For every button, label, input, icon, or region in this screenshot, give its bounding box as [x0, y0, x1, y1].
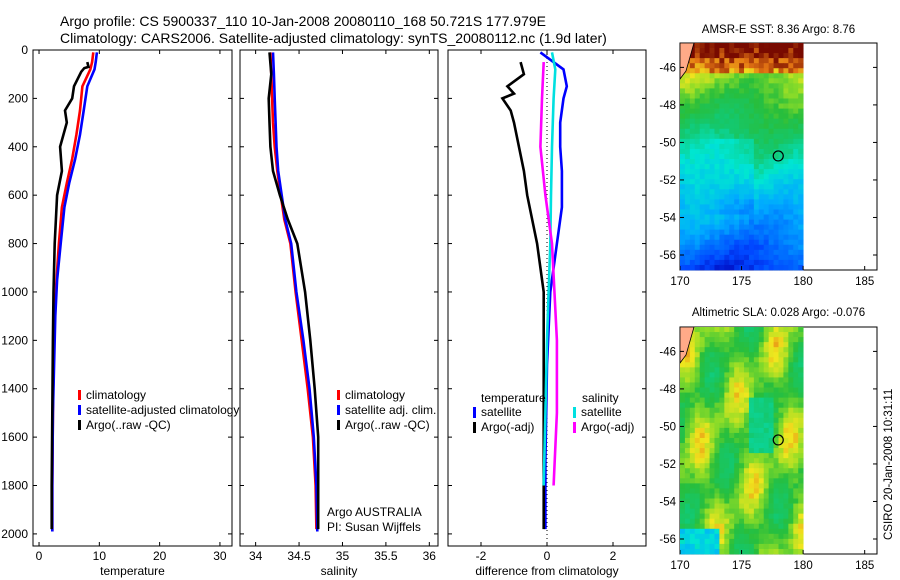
sla_map: Altimetric SLA: 0.028 Argo: -0.076 170 175…	[659, 307, 878, 572]
depth-tick-label: 600	[8, 188, 28, 202]
sst_map-ytick-label: -54	[659, 212, 676, 224]
salinity-xtick-label: 35	[336, 549, 350, 563]
salinity-xlabel: salinity	[321, 564, 358, 578]
depth-tick-label: 400	[8, 140, 28, 154]
sst_map-xtick-label: 180	[794, 276, 813, 288]
temperature-xtick-label: 0	[36, 549, 43, 563]
salinity-legend-marker	[337, 390, 340, 400]
depth-tick-label: 2000	[1, 527, 28, 541]
difference-xtick-label: 2	[610, 549, 617, 563]
temperature-legend-label: Argo(..raw -QC)	[86, 418, 171, 432]
difference-legend-marker	[473, 407, 476, 418]
depth-tick-label: 200	[8, 91, 28, 105]
sla_map-ytick-label: -54	[659, 496, 676, 508]
difference-legend-header: salinity	[582, 391, 619, 405]
difference-legend-marker	[573, 422, 576, 433]
sst_map-coastline	[679, 42, 695, 81]
salinity-annotation: Argo AUSTRALIA	[327, 505, 422, 519]
salinity-legend-marker	[337, 420, 340, 430]
temperature-legend-label: climatology	[86, 388, 146, 402]
sla_map-ytick-label: -50	[659, 421, 676, 433]
salinity-legend-label: climatology	[345, 388, 405, 402]
salinity-legend-label: Argo(..raw -QC)	[345, 418, 430, 432]
sst_map-ytick-label: -46	[659, 62, 676, 74]
sla_map-xtick-label: 175	[732, 560, 751, 572]
salinity-panel: 34 34.5 35 35.5 36 salinity climatologysatelli…	[239, 49, 439, 578]
difference-series-1	[500, 61, 546, 530]
sst_map-ytick-label: -56	[659, 250, 676, 262]
temperature-legend-marker	[78, 390, 81, 400]
sla_map-xtick-label: 180	[794, 560, 813, 572]
salinity-xtick-label: 36	[423, 549, 437, 563]
sla_map-field	[680, 327, 804, 555]
temperature-panel: 0 10 20 30 0 200 400 600 800 1000 1200 1400 1600 1800…	[1, 43, 239, 578]
difference-xlabel: difference from climatology	[475, 564, 618, 578]
sst_map-ytick-label: -52	[659, 175, 676, 187]
temperature-xlabel: temperature	[100, 564, 165, 578]
depth-tick-label: 1600	[1, 430, 28, 444]
temperature-axes-box	[32, 49, 233, 547]
difference-series-2	[542, 52, 557, 486]
salinity-legend-label: satellite adj. clim.	[345, 403, 436, 417]
sla_map-ytick-label: -56	[659, 534, 676, 546]
depth-tick-label: 800	[8, 237, 28, 251]
sla_map-ytick-label: -46	[659, 346, 676, 358]
sst_map-title: AMSR-E SST: 8.36 Argo: 8.76	[702, 24, 855, 36]
difference-legend-marker	[473, 422, 476, 433]
temperature-legend-marker	[78, 405, 81, 415]
temperature-series-2	[50, 61, 91, 530]
sst_map-ytick-label: -48	[659, 100, 676, 112]
difference-legend-label: satellite	[581, 405, 622, 419]
salinity-legend-marker	[337, 405, 340, 415]
difference-series-3	[539, 62, 559, 486]
temperature-legend-label: satellite-adjusted climatology	[86, 403, 239, 417]
difference-legend-marker	[573, 407, 576, 418]
salinity-xtick-label: 34	[249, 549, 263, 563]
depth-tick-label: 1800	[1, 479, 28, 493]
difference-legend-label: satellite	[481, 405, 522, 419]
difference-legend-header: temperature	[481, 391, 546, 405]
difference-legend-label: Argo(-adj)	[481, 420, 534, 434]
sst_map-xtick-label: 170	[670, 276, 689, 288]
temperature-xtick-label: 20	[153, 549, 167, 563]
sst_map-ytick-label: -50	[659, 137, 676, 149]
sla_map-xtick-label: 185	[855, 560, 874, 572]
depth-tick-label: 1000	[1, 285, 28, 299]
sla_map-title: Altimetric SLA: 0.028 Argo: -0.076	[692, 307, 865, 319]
temperature-legend-marker	[78, 420, 81, 430]
sst_map: AMSR-E SST: 8.36 Argo: 8.76 170 175 180 185 -…	[659, 24, 878, 288]
sla_map-coastline	[679, 326, 695, 365]
temperature-xtick-label: 30	[213, 549, 227, 563]
depth-tick-label: 1400	[1, 382, 28, 396]
sst_map-xtick-label: 185	[855, 276, 874, 288]
sst_map-float-marker	[772, 150, 784, 162]
depth-tick-label: 0	[21, 43, 28, 57]
salinity-xtick-label: 35.5	[374, 549, 398, 563]
sst_map-field	[680, 43, 804, 271]
difference-xtick-label: -2	[476, 549, 487, 563]
salinity-series-1	[271, 52, 319, 532]
sla_map-ytick-label: -48	[659, 384, 676, 396]
temperature-xtick-label: 10	[93, 549, 107, 563]
salinity-series-2	[267, 52, 320, 530]
depth-tick-label: 1200	[1, 333, 28, 347]
salinity-annotation: PI: Susan Wijffels	[327, 520, 421, 534]
sla_map-float-marker	[772, 434, 784, 446]
figure-title-line1: Argo profile: CS 5900337_110 10-Jan-2008…	[60, 13, 546, 29]
figure-title-line2: Climatology: CARS2006. Satellite-adjuste…	[60, 30, 607, 46]
salinity-xtick-label: 34.5	[287, 549, 311, 563]
difference-xtick-label: 0	[544, 549, 551, 563]
sla_map-xtick-label: 170	[670, 560, 689, 572]
difference-legend-label: Argo(-adj)	[581, 420, 634, 434]
sla_map-ytick-label: -52	[659, 459, 676, 471]
sst_map-xtick-label: 175	[732, 276, 751, 288]
